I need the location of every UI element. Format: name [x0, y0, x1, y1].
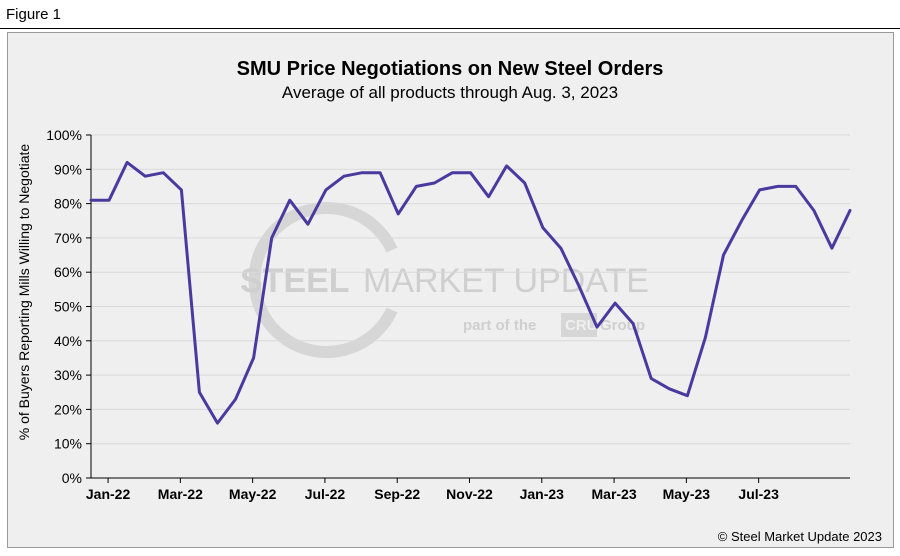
y-tick-label: 60% [54, 264, 82, 280]
x-tick-label: Jul-22 [305, 486, 346, 502]
x-tick-label: Jan-22 [86, 486, 131, 502]
y-ticks: 0% 10% 20% 30% 40% 50% 60% 70% 80% 90% 100% [46, 127, 91, 486]
x-tick-label: Mar-23 [592, 486, 637, 502]
watermark: STEEL MARKET UPDATE part of the CRU Grou… [240, 202, 649, 358]
y-tick-label: 90% [54, 161, 82, 177]
x-tick-label: Jul-23 [738, 486, 779, 502]
chart-panel [7, 32, 894, 548]
x-tick-label: Nov-22 [446, 486, 493, 502]
x-tick-label: May-22 [229, 486, 277, 502]
chart-subtitle: Average of all products through Aug. 3, … [281, 83, 619, 102]
x-tick-label: Jan-23 [520, 486, 565, 502]
x-tick-label: May-23 [663, 486, 711, 502]
watermark-tagline-pre: part of the [463, 317, 536, 334]
watermark-tagline-post: Group [600, 317, 645, 334]
series-group [89, 160, 852, 425]
watermark-brand-rest: MARKET UPDATE [363, 262, 649, 300]
y-tick-label: 0% [62, 470, 82, 486]
y-axis-label: % of Buyers Reporting Mills Willing to N… [16, 144, 32, 441]
copyright-text: © Steel Market Update 2023 [717, 529, 882, 544]
y-tick-label: 70% [54, 230, 82, 246]
chart-title: SMU Price Negotiations on New Steel Orde… [236, 58, 664, 80]
y-tick-label: 10% [54, 436, 82, 452]
figure-label: Figure 1 [6, 6, 62, 23]
y-tick-label: 50% [54, 299, 82, 315]
y-tick-label: 20% [54, 401, 82, 417]
y-tick-label: 30% [54, 367, 82, 383]
y-tick-label: 80% [54, 196, 82, 212]
figure-divider [0, 28, 900, 29]
y-tick-label: 100% [46, 127, 82, 143]
series-line [89, 160, 852, 425]
grid [91, 134, 850, 479]
x-tick-label: Mar-22 [158, 486, 203, 502]
x-tick-label: Sep-22 [374, 486, 420, 502]
y-tick-label: 40% [54, 333, 82, 349]
x-ticks: Jan-22 Mar-22 May-22 Jul-22 Sep-22 Nov-22 Jan-… [86, 478, 779, 502]
watermark-brand-bold: STEEL [240, 262, 350, 300]
watermark-logo-arc [248, 202, 398, 358]
watermark-cru-text: CRU [565, 317, 598, 334]
